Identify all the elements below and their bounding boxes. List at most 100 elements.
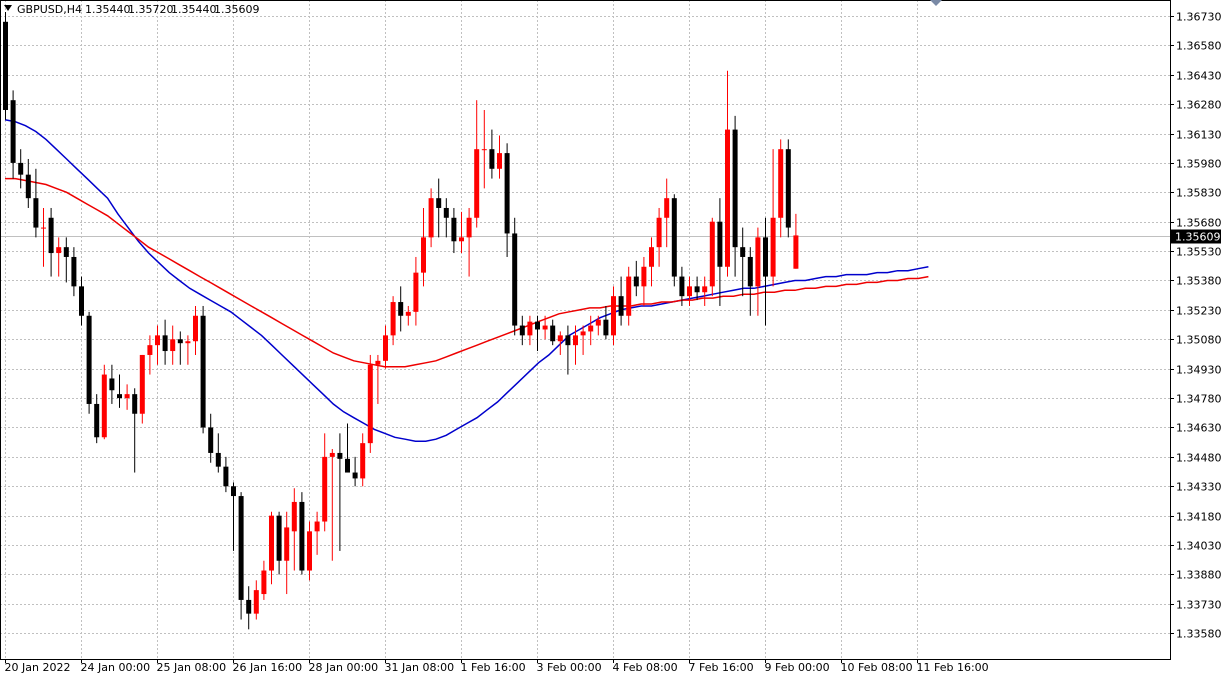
candle[interactable] [314,511,320,555]
candle[interactable] [139,354,145,424]
candle[interactable] [618,276,624,326]
candle[interactable] [694,276,700,301]
candle[interactable] [747,247,753,316]
candle[interactable] [649,237,654,287]
candle[interactable] [337,433,343,551]
candle[interactable] [436,178,442,238]
candle[interactable] [709,217,715,297]
candle[interactable] [383,325,388,369]
candle[interactable] [193,305,198,355]
candle[interactable] [208,413,214,463]
candle[interactable] [367,354,373,453]
candle[interactable] [550,319,556,346]
candle[interactable] [573,325,578,365]
candle[interactable] [679,266,685,306]
candle[interactable] [512,217,518,336]
candle[interactable] [41,207,46,267]
candle[interactable] [542,315,548,340]
candle[interactable] [109,364,115,404]
candle[interactable] [132,388,138,473]
candle[interactable] [185,335,191,365]
candle[interactable] [459,211,464,254]
candle[interactable] [588,315,594,346]
candle[interactable] [474,100,480,228]
candle[interactable] [398,286,404,332]
candles[interactable] [3,12,799,630]
candle[interactable] [246,586,252,630]
candle[interactable] [527,315,533,346]
candle[interactable] [702,276,708,306]
candle[interactable] [595,315,601,336]
candle[interactable] [451,207,457,254]
candle[interactable] [405,305,411,326]
candle[interactable] [421,207,426,287]
candle[interactable] [33,168,39,238]
candle[interactable] [71,247,77,297]
candle[interactable] [101,364,107,440]
candle[interactable] [291,488,297,571]
candle[interactable] [725,70,730,277]
candle[interactable] [770,149,776,287]
candle[interactable] [215,433,221,473]
candle[interactable] [223,456,229,493]
candle[interactable] [322,433,328,532]
candle[interactable] [56,237,62,277]
candle[interactable] [428,188,434,248]
candle[interactable] [732,115,738,277]
candle[interactable] [603,305,609,340]
candle[interactable] [117,374,122,408]
candle[interactable] [489,129,495,179]
candle[interactable] [717,198,723,306]
candle[interactable] [580,325,586,355]
candle[interactable] [345,423,350,473]
candle[interactable] [329,449,335,561]
candle[interactable] [48,207,54,277]
candle[interactable] [18,149,24,189]
candle[interactable] [375,354,381,404]
candle[interactable] [656,207,662,267]
candle[interactable] [360,433,366,487]
candle[interactable] [25,158,31,208]
candle[interactable] [261,560,267,600]
candle[interactable] [641,256,647,306]
candle[interactable] [3,12,8,120]
candle[interactable] [785,139,791,238]
candle[interactable] [307,521,312,581]
candle[interactable] [124,384,130,410]
candle[interactable] [162,319,168,365]
candle[interactable] [299,492,305,575]
candle[interactable] [557,331,563,355]
candle[interactable] [86,311,92,414]
candle[interactable] [755,227,761,316]
candle[interactable] [147,335,153,375]
candle[interactable] [352,456,358,487]
candle[interactable] [200,305,206,434]
candle[interactable] [664,178,670,248]
candle[interactable] [565,325,571,375]
candle[interactable] [497,135,502,179]
candle[interactable] [177,331,183,365]
candle[interactable] [687,276,692,306]
candle[interactable] [443,198,449,238]
candle[interactable] [10,90,16,179]
candle[interactable] [94,394,100,444]
candle[interactable] [611,286,616,346]
candle[interactable] [740,227,746,297]
candle[interactable] [633,260,639,297]
candle[interactable] [284,511,290,595]
candle[interactable] [671,194,677,287]
candle[interactable] [793,213,799,269]
candle[interactable] [626,266,632,326]
candle[interactable] [63,237,69,283]
candle[interactable] [504,143,510,257]
candle[interactable] [519,315,525,346]
candle[interactable] [276,511,282,575]
candle[interactable] [466,207,472,277]
chart-shift-marker[interactable] [930,0,942,6]
candle[interactable] [413,256,419,326]
candle[interactable] [269,511,274,585]
candle[interactable] [253,580,259,620]
candle[interactable] [155,325,160,365]
